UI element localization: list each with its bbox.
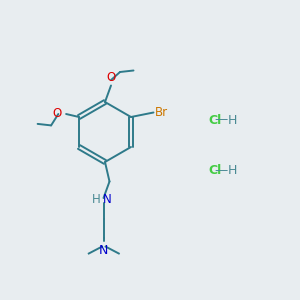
Text: Cl: Cl xyxy=(208,164,222,178)
Text: H: H xyxy=(92,193,101,206)
Text: Br: Br xyxy=(155,106,168,119)
Text: —: — xyxy=(214,113,227,127)
Text: O: O xyxy=(53,107,62,121)
Text: H: H xyxy=(227,113,237,127)
Text: —: — xyxy=(214,164,227,178)
Text: O: O xyxy=(106,71,116,84)
Text: N: N xyxy=(103,193,112,206)
Text: N: N xyxy=(99,244,109,256)
Text: H: H xyxy=(227,164,237,178)
Text: Cl: Cl xyxy=(208,113,222,127)
